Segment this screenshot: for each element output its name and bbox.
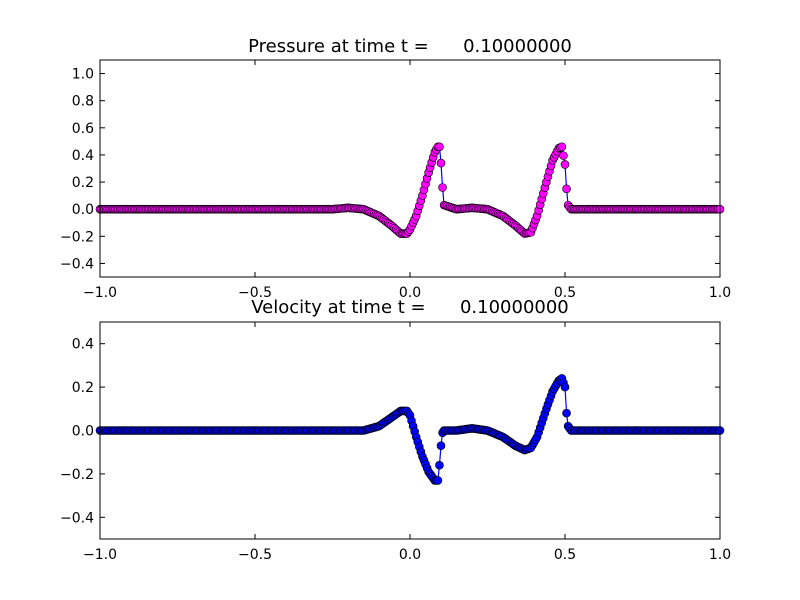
pressure-y-tick-label: 0.6	[72, 121, 94, 137]
pressure-title: Pressure at time t = 0.10000000	[248, 36, 572, 57]
pressure-data-point	[559, 151, 568, 160]
velocity-x-tick-label: 0.0	[399, 547, 421, 563]
velocity-data-point	[435, 460, 444, 470]
velocity-data-point	[436, 441, 446, 450]
pressure-data-point	[438, 183, 447, 192]
velocity-y-ticks: −0.4 −0.2 0.0 0.2 0.4	[60, 337, 720, 526]
velocity-y-tick-label: 0.0	[72, 424, 94, 440]
pressure-data-point	[557, 142, 567, 152]
pressure-panel: Pressure at time t = 0.10000000 −1.0 −0.5…	[60, 36, 731, 301]
velocity-series	[95, 374, 725, 485]
pressure-x-tick-label: 0.5	[554, 285, 576, 301]
pressure-series	[95, 142, 725, 238]
velocity-title: Velocity at time t = 0.10000000	[251, 297, 569, 318]
pressure-data-point	[560, 160, 570, 169]
velocity-y-tick-label: −0.4	[60, 510, 94, 526]
velocity-data-point	[562, 408, 571, 418]
pressure-axes-frame	[99, 59, 721, 278]
pressure-data-point	[436, 158, 446, 168]
pressure-y-ticks: −0.4 −0.2 0.0 0.2 0.4 0.6 0.8 1.0	[60, 67, 720, 272]
pressure-data-point	[435, 142, 444, 152]
pressure-x-ticks: −1.0 −0.5 0.0 0.5 1.0	[83, 60, 731, 301]
velocity-data-point	[560, 382, 570, 392]
pressure-y-tick-label: −0.4	[60, 256, 94, 272]
pressure-x-tick-label: 1.0	[709, 285, 731, 301]
velocity-y-tick-label: 0.2	[72, 380, 94, 396]
pressure-x-tick-label: −0.5	[238, 285, 272, 301]
velocity-x-tick-label: −1.0	[83, 547, 117, 563]
pressure-y-tick-label: 0.8	[72, 94, 94, 110]
velocity-y-tick-label: −0.2	[60, 467, 94, 483]
velocity-axes-frame	[99, 321, 721, 540]
pressure-data-point	[562, 184, 571, 194]
pressure-y-tick-label: 0.0	[72, 202, 94, 218]
pressure-y-tick-label: 0.4	[72, 148, 94, 164]
velocity-panel: Velocity at time t = 0.10000000 −1.0 −0.5…	[60, 297, 731, 563]
pressure-y-tick-label: 0.2	[72, 175, 94, 191]
velocity-x-tick-label: −0.5	[238, 547, 272, 563]
velocity-x-tick-label: 1.0	[709, 547, 731, 563]
velocity-x-tick-label: 0.5	[554, 547, 576, 563]
velocity-y-tick-label: 0.4	[72, 337, 94, 353]
pressure-x-tick-label: 0.0	[399, 285, 421, 301]
velocity-x-ticks: −1.0 −0.5 0.0 0.5 1.0	[83, 322, 731, 563]
pressure-x-tick-label: −1.0	[83, 285, 117, 301]
pressure-y-tick-label: 1.0	[72, 67, 94, 83]
pressure-plot-area	[100, 60, 720, 277]
pressure-y-tick-label: −0.2	[60, 229, 94, 245]
velocity-data-point	[433, 476, 443, 485]
